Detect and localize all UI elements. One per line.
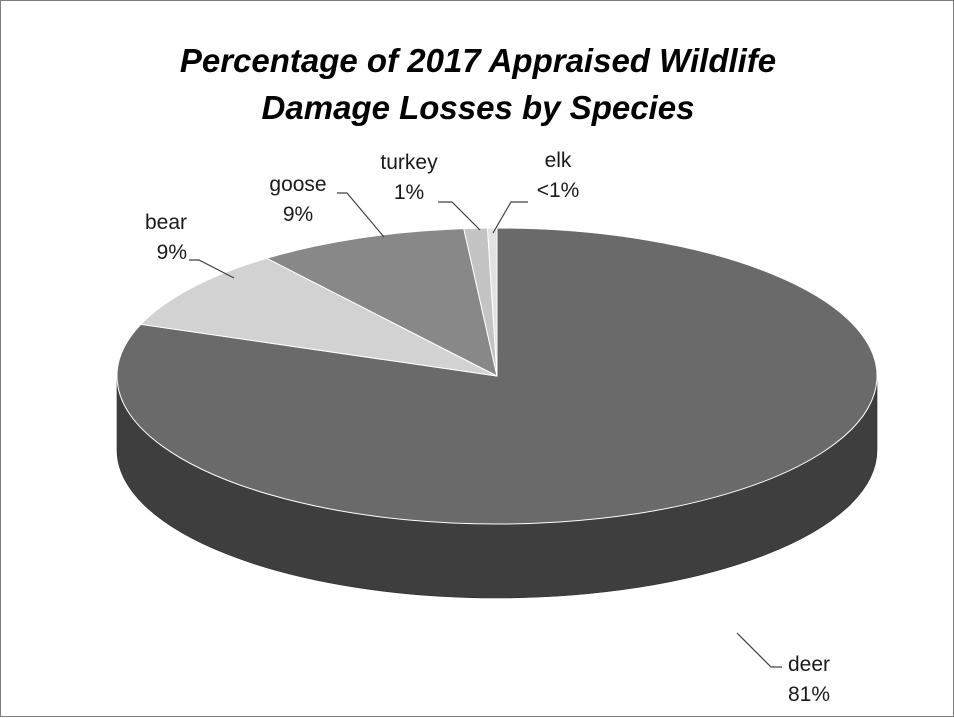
data-label-name-goose: goose xyxy=(269,173,326,196)
data-label-value-goose: 9% xyxy=(283,203,313,226)
pie-slice-goose xyxy=(265,228,498,377)
data-label-elk: elk <1% xyxy=(537,149,580,202)
leader-line-bear xyxy=(189,259,235,279)
data-label-bear: bear 9% xyxy=(145,211,187,264)
data-label-deer: deer 81% xyxy=(788,653,830,706)
leader-line-goose xyxy=(337,192,385,238)
data-label-name-bear: bear xyxy=(145,211,187,234)
leader-line-deer xyxy=(736,632,782,668)
data-label-turkey: turkey 1% xyxy=(380,151,438,204)
leader-line-elk xyxy=(492,201,528,234)
leader-line-turkey xyxy=(438,201,481,231)
data-label-value-turkey: 1% xyxy=(394,181,424,204)
pie-tops xyxy=(116,227,878,525)
pie-slice-bear xyxy=(139,257,498,377)
data-label-name-elk: elk xyxy=(545,149,572,172)
data-label-goose: goose 9% xyxy=(269,173,326,226)
data-label-value-elk: <1% xyxy=(537,179,580,202)
data-label-name-turkey: turkey xyxy=(380,151,438,174)
chart-title-line-1: Percentage of 2017 Appraised Wildlife xyxy=(179,42,777,79)
chart-title-line-2: Damage Losses by Species xyxy=(261,89,695,126)
pie-slice-elk xyxy=(486,227,498,377)
data-label-name-deer: deer xyxy=(788,653,830,676)
pie-labels: deer 81% bear 9% goose 9% turkey 1% elk <1% xyxy=(145,149,830,706)
data-label-value-bear: 9% xyxy=(157,241,187,264)
data-label-value-deer: 81% xyxy=(788,683,830,706)
chart-title: Percentage of 2017 Appraised Wildlife Da… xyxy=(1,37,954,131)
